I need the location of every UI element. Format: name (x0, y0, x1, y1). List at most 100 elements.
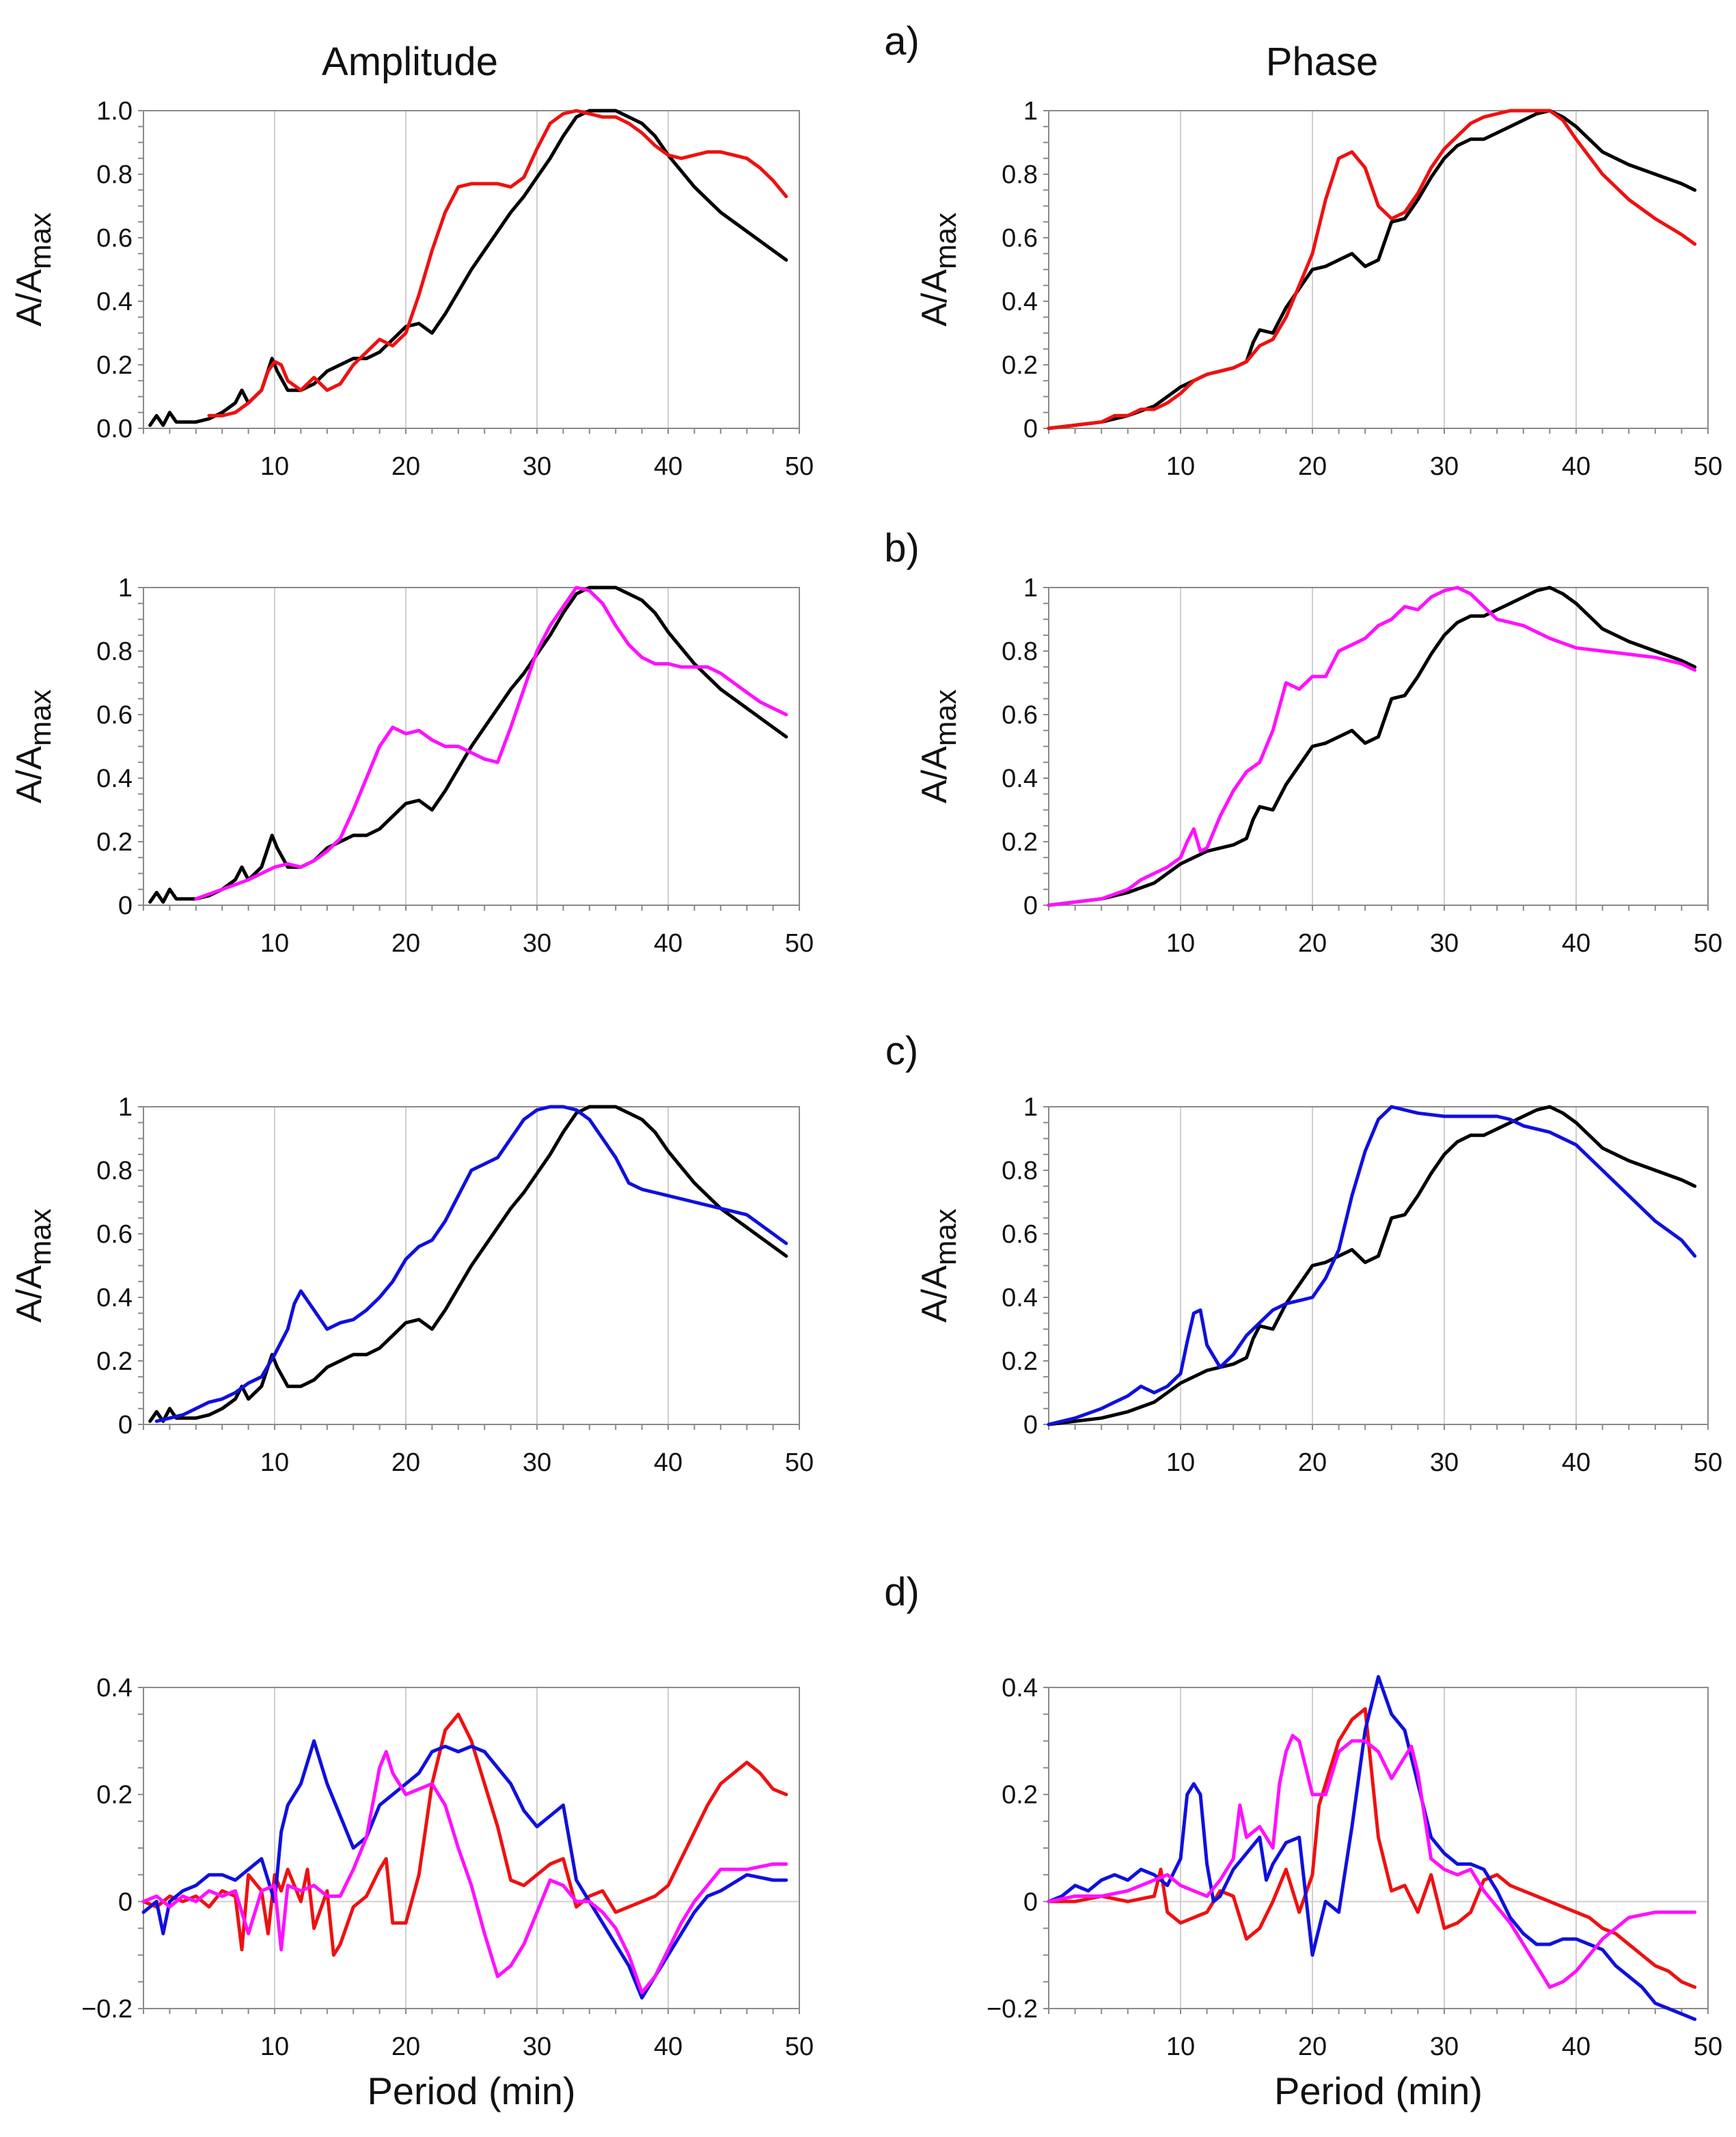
x-tick-label: 40 (654, 2032, 683, 2061)
y-tick-label: 0 (1023, 892, 1038, 920)
x-tick-label: 40 (1562, 2032, 1590, 2061)
x-tick-label: 10 (1166, 2032, 1195, 2061)
y-axis-label: A/Amax (10, 1209, 57, 1323)
x-tick-label: 30 (1430, 929, 1459, 958)
x-tick-label: 10 (260, 929, 289, 958)
y-tick-label: 0.4 (1002, 1284, 1038, 1312)
x-axis-title: Period (min) (368, 2069, 576, 2112)
y-axis-label: A/Amax (915, 689, 963, 803)
x-tick-label: 10 (260, 1448, 289, 1477)
column-title-phase: Phase (1266, 40, 1378, 84)
plot-frame (1048, 110, 1709, 429)
y-tick-label: 1 (118, 574, 133, 603)
x-tick-label: 30 (1430, 452, 1459, 481)
y-tick-label: 1 (1023, 574, 1038, 603)
series-line-black (1047, 109, 1697, 430)
x-tick-label: 50 (785, 452, 814, 481)
y-axis-label: A/Amax (10, 212, 57, 327)
series-line-red (141, 1712, 788, 1957)
series-line-blue (1047, 1105, 1697, 1426)
y-tick-label: 0.8 (96, 637, 133, 666)
y-tick-label: 0.4 (1002, 764, 1038, 793)
y-tick-label: 0.6 (1002, 701, 1038, 730)
x-tick-label: 10 (1166, 1448, 1195, 1477)
chart-c-phase: 0 0.2 0.4 0.6 0.8 1 10 20 30 40 50 A/Amax (915, 1093, 1722, 1477)
x-tick-label: 30 (1430, 2032, 1459, 2061)
x-tick-label: 50 (785, 2032, 814, 2061)
x-tick-label: 40 (654, 1448, 683, 1477)
y-tick-label: 0 (118, 1411, 133, 1439)
y-tick-label: 0.8 (1002, 1157, 1038, 1185)
x-tick-label: 10 (1166, 452, 1195, 481)
y-tick-label: 0.6 (1002, 1220, 1038, 1249)
y-tick-label: 0.4 (1002, 1674, 1038, 1702)
chart-d-amplitude: −0.2 0 0.2 0.4 10 20 30 40 50 Period (min) (81, 1674, 814, 2112)
panel-label-c: c) (885, 1029, 918, 1073)
y-tick-label: 0 (118, 892, 133, 920)
x-tick-label: 40 (1562, 452, 1590, 481)
series-line-magenta (194, 585, 788, 901)
plot-frame (1048, 1687, 1709, 2009)
y-tick-label: 1 (118, 1093, 133, 1122)
plot-frame (1048, 1106, 1709, 1425)
x-tick-label: 20 (391, 1448, 420, 1477)
series-line-black (148, 585, 788, 904)
y-tick-label: 0.2 (1002, 1347, 1038, 1376)
y-tick-label: 0.6 (96, 224, 133, 253)
x-tick-label: 20 (1298, 452, 1327, 481)
panel-label-a: a) (884, 19, 920, 64)
y-tick-label: 0.4 (96, 1284, 133, 1312)
y-tick-label: 0.2 (96, 828, 133, 857)
x-tick-label: 20 (391, 929, 420, 958)
column-title-amplitude: Amplitude (322, 40, 498, 84)
x-tick-label: 20 (391, 452, 420, 481)
y-tick-label: 0 (1023, 415, 1038, 443)
x-tick-label: 40 (1562, 1448, 1590, 1477)
y-tick-label: 1 (1023, 1093, 1038, 1122)
plot-frame (1048, 587, 1709, 906)
y-tick-label: −0.2 (81, 1995, 133, 2024)
series-line-black (148, 109, 788, 427)
y-tick-label: 0.2 (96, 1781, 133, 1810)
y-tick-label: 0.2 (96, 1347, 133, 1376)
y-tick-label: 0.6 (1002, 224, 1038, 253)
x-tick-label: 30 (523, 1448, 551, 1477)
panel-label-b: b) (884, 526, 920, 570)
x-tick-label: 30 (523, 2032, 551, 2061)
series-line-magenta (1047, 1734, 1697, 1989)
x-tick-label: 30 (1430, 1448, 1459, 1477)
series-line-black (1047, 585, 1697, 907)
y-tick-label: 0.4 (96, 764, 133, 793)
y-axis-label: A/Amax (915, 1209, 963, 1323)
chart-d-phase: −0.2 0 0.2 0.4 10 20 30 40 50 Period (min) (987, 1674, 1722, 2112)
chart-a-phase: 0 0.2 0.4 0.6 0.8 1 10 20 30 40 50 A/Amax (915, 97, 1722, 481)
x-tick-label: 40 (654, 929, 683, 958)
y-axis-label: A/Amax (10, 689, 57, 803)
x-tick-label: 40 (654, 452, 683, 481)
x-tick-label: 50 (785, 1448, 814, 1477)
x-tick-label: 20 (1298, 1448, 1327, 1477)
panel-label-d: d) (884, 1570, 920, 1614)
y-tick-label: 0 (118, 1888, 133, 1916)
series-line-red (1047, 1707, 1697, 1989)
chart-a-amplitude: 0.0 0.2 0.4 0.6 0.8 1.0 10 20 30 40 50 A/Amax (10, 97, 814, 481)
y-tick-label: 0.2 (1002, 1781, 1038, 1810)
y-tick-label: 0 (1023, 1411, 1038, 1439)
x-tick-label: 20 (1298, 2032, 1327, 2061)
y-tick-label: 0.4 (1002, 288, 1038, 316)
x-tick-label: 10 (1166, 929, 1195, 958)
y-tick-label: 1 (1023, 97, 1038, 126)
y-tick-label: 0.4 (96, 288, 133, 316)
x-tick-label: 30 (523, 929, 551, 958)
plot-frame (143, 1687, 800, 2009)
x-tick-label: 30 (523, 452, 551, 481)
x-tick-label: 20 (1298, 929, 1327, 958)
y-tick-label: 0.8 (1002, 161, 1038, 189)
series-line-red (1047, 109, 1697, 430)
y-tick-label: 0.4 (96, 1674, 133, 1702)
y-tick-label: 0.2 (1002, 828, 1038, 857)
x-tick-label: 10 (260, 452, 289, 481)
x-tick-label: 50 (1694, 452, 1722, 481)
y-tick-label: 0.2 (1002, 351, 1038, 380)
